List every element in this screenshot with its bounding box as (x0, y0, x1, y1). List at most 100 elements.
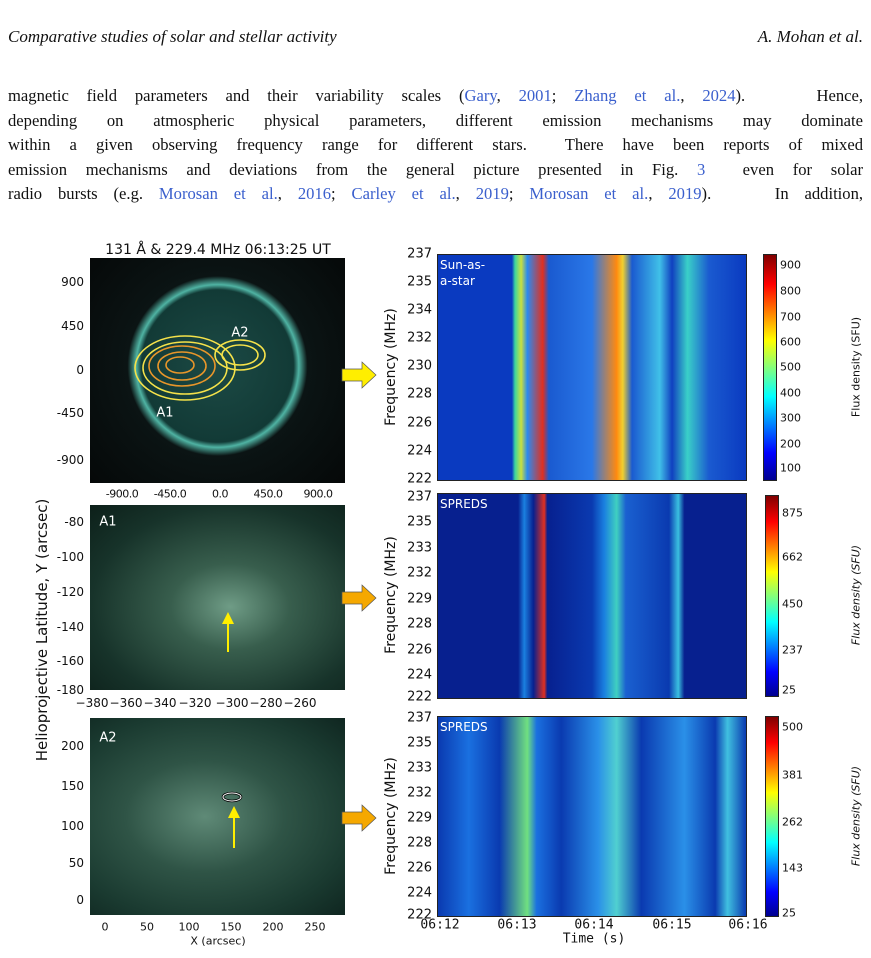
colorbar-tick-label: 450 (782, 597, 803, 611)
text-line: magnetic field parameters and their vari… (8, 84, 863, 109)
text: ). Hence, (735, 86, 864, 105)
y-tick-label: 222 (407, 689, 432, 705)
x-tick-label: 250 (304, 920, 326, 934)
y-tick-label: 237 (407, 489, 432, 505)
x-tick-label: 450.0 (253, 487, 284, 501)
colorbar-label: Flux density (SFU) (849, 316, 863, 417)
colorbar-tick-label: 600 (780, 335, 801, 349)
y-tick-label: 234 (407, 302, 432, 318)
x-tick-label: 50 (140, 920, 154, 934)
y-tick-label: 50 (68, 856, 84, 870)
x-tick-label: 150 (220, 920, 242, 934)
contours (134, 335, 266, 401)
y-tick-label: 233 (407, 540, 432, 556)
y-tick-label: 235 (407, 735, 432, 751)
citation[interactable]: Carley et al. (351, 184, 456, 203)
region-label: A2 (99, 730, 117, 746)
text: ). In addition, (701, 184, 864, 203)
citation[interactable]: Gary (464, 86, 497, 105)
y-tick-label: 230 (407, 358, 432, 374)
text: emission mechanisms and deviations from … (8, 159, 697, 179)
x-tick-label: −280 (249, 696, 283, 710)
text: ; (331, 184, 352, 203)
x-tick-label: 06:16 (728, 917, 768, 933)
colorbar-tick-label: 400 (780, 386, 801, 400)
colorbar-tick-label: 381 (782, 768, 803, 782)
colorbar-tick-label: 200 (780, 437, 801, 451)
region-label: A2 (231, 325, 249, 341)
region-label: A1 (156, 405, 174, 421)
x-tick-label: 900.0 (303, 487, 334, 501)
text: radio bursts (e.g. (8, 184, 159, 203)
x-tick-label: 0.0 (212, 487, 229, 501)
citation[interactable]: 2001 (518, 86, 552, 105)
citation[interactable]: 2016 (297, 184, 332, 203)
y-axis-label: Frequency (MHz) (383, 307, 399, 426)
y-tick-label: 900 (61, 275, 84, 289)
y-tick-label: -80 (64, 515, 84, 529)
colorbar-tick-label: 25 (782, 906, 796, 920)
colorbar-tick-label: 237 (782, 643, 803, 657)
citation[interactable]: 2019 (475, 184, 509, 203)
colorbar-tick-label: 500 (782, 720, 803, 734)
text-line: radio bursts (e.g. Morosan et al., 2016;… (8, 182, 863, 207)
citation[interactable]: Zhang et al. (574, 86, 681, 105)
y-tick-label: 222 (407, 907, 432, 923)
colorbar-label: Flux density (SFU) (849, 544, 863, 646)
colorbar-tick-label: 25 (782, 683, 796, 697)
x-tick-label: −320 (178, 696, 212, 710)
aia-zoom-a2 (90, 718, 345, 915)
x-tick-label: 06:12 (420, 917, 460, 933)
y-axis-label: Helioprojective Latitude, Y (arcsec) (33, 498, 51, 762)
colorbar-tick-label: 900 (780, 258, 801, 272)
text: , (648, 184, 669, 203)
spectrogram (437, 254, 747, 481)
y-tick-label: 232 (407, 785, 432, 801)
y-axis-label: Frequency (MHz) (383, 756, 399, 875)
x-tick-label: 06:13 (497, 917, 537, 933)
x-tick-label: 200 (262, 920, 284, 934)
citation[interactable]: 2019 (668, 184, 702, 203)
colorbar-tick-label: 300 (780, 411, 801, 425)
y-tick-label: 226 (407, 860, 432, 876)
y-axis-label: Frequency (MHz) (383, 536, 399, 654)
y-tick-label: -180 (56, 683, 84, 697)
y-tick-label: -900 (56, 453, 84, 467)
y-tick-label: 0 (76, 363, 84, 377)
y-tick-label: -450 (56, 406, 84, 420)
running-author: A. Mohan et al. (757, 27, 863, 46)
y-tick-label: 228 (407, 835, 432, 851)
y-tick-label: 229 (407, 810, 432, 826)
citation[interactable]: 3 (697, 159, 706, 179)
x-tick-label: 06:14 (574, 917, 614, 933)
x-tick-label: -450.0 (153, 487, 187, 501)
y-tick-label: 229 (407, 591, 432, 607)
text-line: within a given observing frequency range… (8, 133, 863, 158)
paragraph: magnetic field parameters and their vari… (8, 84, 863, 207)
colorbar (765, 495, 779, 697)
text: , (455, 184, 476, 203)
y-tick-label: 200 (61, 739, 84, 753)
running-title: Comparative studies of solar and stellar… (8, 27, 337, 46)
text: magnetic field parameters and their vari… (8, 86, 465, 105)
citation[interactable]: Morosan et al. (529, 184, 649, 203)
aia-zoom-a1 (90, 505, 345, 690)
colorbar-label: Flux density (SFU) (849, 765, 863, 866)
text: , (496, 86, 519, 105)
y-tick-label: 233 (407, 760, 432, 776)
dataset-label: SPREDS (440, 497, 488, 511)
y-tick-label: 224 (407, 667, 432, 683)
text: depending on atmospheric physical parame… (8, 110, 863, 130)
panel-title: 131 Å & 229.4 MHz 06:13:25 UT (105, 242, 331, 258)
citation[interactable]: 2024 (702, 86, 736, 105)
y-tick-label: 0 (76, 893, 84, 907)
colorbar-tick-label: 500 (780, 360, 801, 374)
text: within a given observing frequency range… (8, 135, 863, 154)
x-tick-label: −360 (109, 696, 143, 710)
y-tick-label: -160 (56, 654, 84, 668)
y-tick-label: -100 (56, 550, 84, 564)
colorbar-tick-label: 800 (780, 284, 801, 298)
citation[interactable]: Morosan et al. (158, 184, 278, 203)
